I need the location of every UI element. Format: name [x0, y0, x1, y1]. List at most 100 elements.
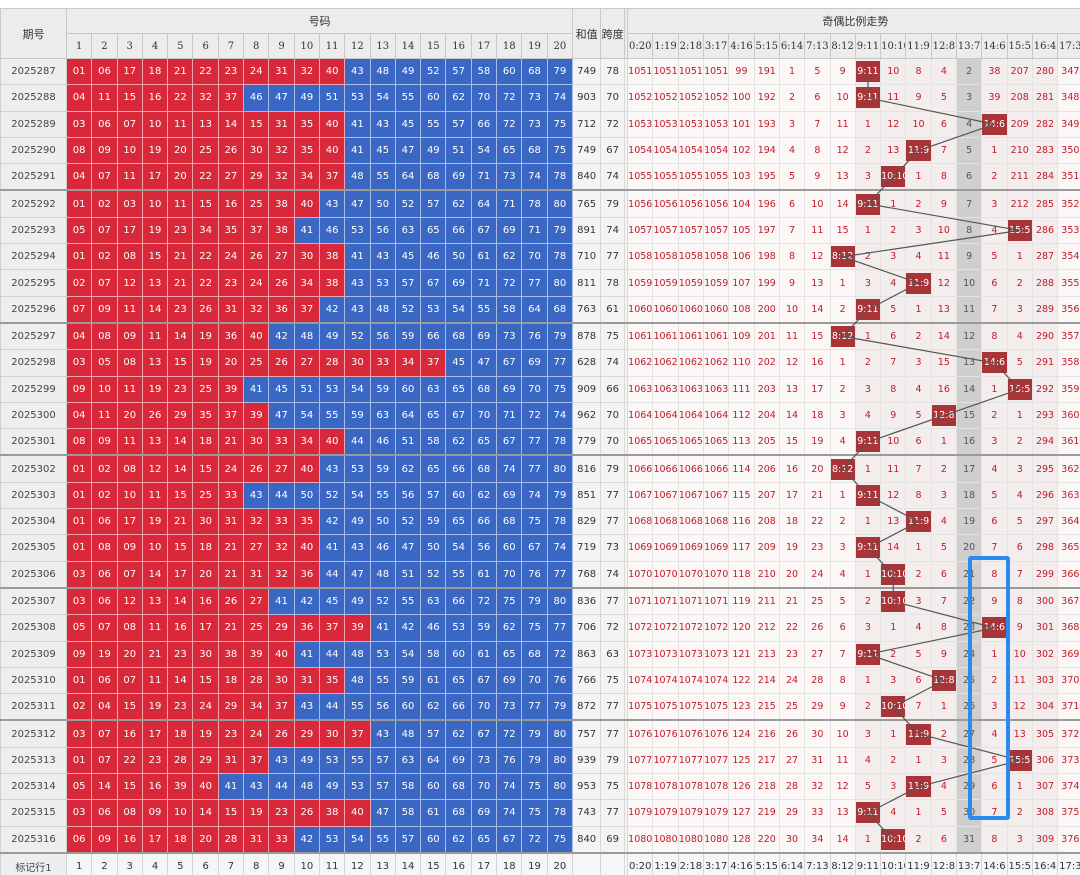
number-ball: 30 — [268, 666, 295, 695]
marker-number: 12 — [344, 852, 371, 875]
number-ball: 50 — [369, 508, 396, 536]
number-ball: 36 — [293, 560, 320, 589]
sum-cell: 909 — [572, 375, 602, 403]
number-ball: 09 — [91, 136, 118, 165]
ratio-miss-cell: 9 — [880, 401, 907, 430]
ratio-miss-cell: 1051 — [627, 57, 654, 86]
ratio-miss-cell: 1059 — [652, 269, 679, 297]
ratio-miss-cell: 296 — [1031, 481, 1059, 510]
number-ball: 76 — [546, 666, 574, 695]
ratio-miss-cell: 2 — [854, 693, 882, 722]
ratio-hit-marker: 15:5 — [1008, 749, 1032, 771]
number-ball: 57 — [394, 269, 422, 297]
ratio-miss-cell: 8 — [804, 136, 831, 165]
ratio-miss-cell: 357 — [1057, 322, 1080, 351]
number-ball: 72 — [496, 84, 523, 112]
number-ball: 52 — [369, 587, 396, 616]
sum-cell: 712 — [572, 110, 602, 138]
ratio-miss-cell: 1 — [854, 560, 882, 589]
ratio-miss-cell: 125 — [728, 746, 755, 775]
number-ball: 44 — [318, 640, 346, 668]
number-ball: 66 — [445, 454, 472, 483]
ratio-miss-cell: 13 — [880, 508, 907, 536]
ratio-miss-cell: 5 — [955, 136, 983, 165]
ratio-miss-cell: 100 — [728, 84, 755, 112]
number-ball: 77 — [521, 428, 548, 457]
number-ball: 41 — [217, 773, 245, 801]
period-cell: 2025314 — [0, 773, 67, 801]
number-ball: 18 — [167, 719, 194, 748]
ratio-hit-marker: 9:11 — [856, 87, 880, 109]
number-ball: 69 — [496, 375, 523, 403]
number-ball: 68 — [546, 295, 574, 324]
number-col-header: 2 — [91, 33, 118, 59]
ratio-miss-cell: 14 — [955, 375, 983, 403]
number-ball: 06 — [91, 587, 118, 616]
ratio-miss-cell: 285 — [1031, 189, 1059, 218]
number-ball: 43 — [268, 746, 295, 775]
number-ball: 03 — [65, 110, 93, 138]
ratio-col-header: 2:18 — [677, 33, 705, 59]
number-ball: 08 — [116, 454, 143, 483]
period-cell: 2025306 — [0, 560, 67, 589]
ratio-miss-cell: 29 — [955, 773, 983, 801]
ratio-miss-cell: 367 — [1057, 587, 1080, 616]
number-ball: 66 — [420, 322, 447, 351]
ratio-miss-cell: 38 — [981, 57, 1008, 86]
number-ball: 79 — [546, 216, 574, 245]
number-ball: 68 — [445, 799, 472, 827]
span-cell: 74 — [600, 163, 626, 192]
ratio-miss-cell: 1078 — [652, 773, 679, 801]
ratio-miss-cell: 200 — [753, 295, 780, 324]
ratio-miss-cell: 1064 — [703, 401, 730, 430]
ratio-miss-cell: 15 — [778, 428, 806, 457]
ratio-miss-cell: 113 — [728, 428, 755, 457]
number-ball: 21 — [217, 614, 245, 642]
ratio-miss-cell: 1080 — [627, 825, 654, 854]
ratio-miss-cell: 3 — [905, 216, 932, 245]
span-cell: 74 — [600, 216, 626, 245]
span-cell: 73 — [600, 534, 626, 562]
number-ball: 21 — [217, 428, 245, 457]
ratio-miss-cell: 21 — [778, 587, 806, 616]
ratio-miss-cell: 8 — [930, 614, 957, 642]
number-ball: 54 — [445, 534, 472, 562]
ratio-miss-cell: 1070 — [703, 560, 730, 589]
number-ball: 79 — [546, 57, 574, 86]
number-ball: 54 — [344, 375, 371, 403]
number-ball: 31 — [217, 746, 245, 775]
number-ball: 39 — [217, 375, 245, 403]
number-ball: 48 — [394, 719, 422, 748]
ratio-miss-cell: 21 — [955, 560, 983, 589]
number-ball: 05 — [65, 216, 93, 245]
ratio-miss-cell: 1076 — [627, 719, 654, 748]
number-ball: 20 — [192, 825, 219, 854]
ratio-miss-cell: 374 — [1057, 773, 1080, 801]
ratio-miss-cell: 17 — [804, 375, 831, 403]
ratio-miss-cell: 375 — [1057, 799, 1080, 827]
ratio-hit-cell: 9:11 — [854, 84, 882, 112]
ratio-miss-cell: 1 — [930, 428, 957, 457]
number-ball: 70 — [521, 243, 548, 271]
number-ball: 59 — [394, 322, 422, 351]
ratio-hit-marker: 10:10 — [881, 563, 905, 585]
number-ball: 63 — [369, 401, 396, 430]
ratio-miss-cell: 307 — [1031, 773, 1059, 801]
number-ball: 01 — [65, 189, 93, 218]
number-ball: 70 — [470, 401, 498, 430]
marker-ratio: 13:7 — [955, 852, 983, 875]
ratio-hit-marker: 10:10 — [881, 166, 905, 188]
number-ball: 49 — [394, 57, 422, 86]
ratio-miss-cell: 4 — [1006, 481, 1033, 510]
number-ball: 48 — [293, 322, 320, 351]
ratio-miss-cell: 6 — [880, 322, 907, 351]
number-ball: 40 — [293, 189, 320, 218]
marker-ratio: 7:13 — [804, 852, 831, 875]
number-ball: 55 — [420, 110, 447, 138]
number-ball: 27 — [268, 454, 295, 483]
number-ball: 40 — [318, 136, 346, 165]
ratio-hit-cell: 11:9 — [905, 773, 932, 801]
ratio-miss-cell: 15 — [930, 349, 957, 377]
number-ball: 62 — [445, 84, 472, 112]
ratio-miss-cell: 1 — [1006, 773, 1033, 801]
